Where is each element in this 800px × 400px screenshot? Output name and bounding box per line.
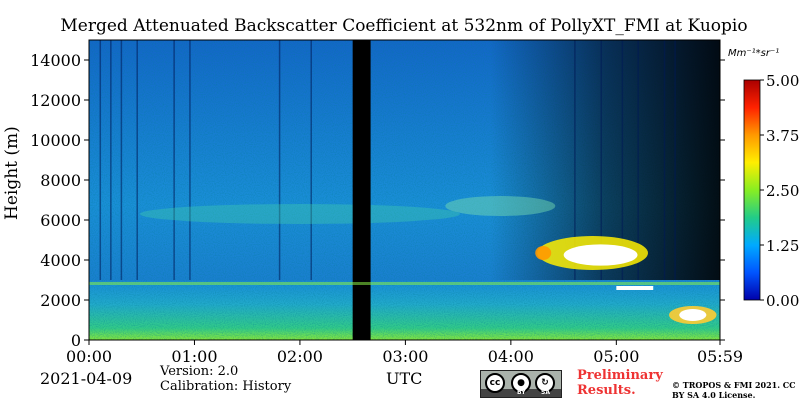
y-tick-label: 8000 (40, 171, 81, 190)
x-tick-label: 00:00 (66, 347, 112, 366)
heatmap-features (89, 40, 720, 340)
plot-frame (88, 39, 721, 341)
by-person-icon: ● (511, 373, 531, 393)
vertical-streak (136, 40, 138, 280)
near-surface-cloud-core (679, 309, 707, 321)
low-cloud (616, 286, 654, 290)
y-tick-label: 4000 (40, 251, 81, 270)
colorbar-tick-label: 5.00 (766, 72, 799, 90)
x-tick-label: 03:00 (382, 347, 428, 366)
colorbar-ticks: 0.00 1.25 2.50 3.75 5.00 (760, 72, 799, 310)
x-tick-label: 04:00 (488, 347, 534, 366)
x-tick-label: 05:59 (697, 347, 743, 366)
vertical-streak (189, 40, 191, 280)
colorbar-tick-label: 3.75 (766, 127, 799, 145)
cc-icon: cc (485, 373, 505, 393)
y-tick-label: 2000 (40, 291, 81, 310)
plot-area (89, 40, 720, 340)
calibration-label: Calibration: History (160, 379, 292, 394)
x-tick-label: 02:00 (277, 347, 323, 366)
copyright-notice: © TROPOS & FMI 2021. CC BY SA 4.0 Licens… (672, 380, 796, 400)
vertical-streak (674, 40, 676, 280)
cc-sa-text: SA (541, 389, 550, 396)
colorbar-unit: Mm⁻¹*sr⁻¹ (728, 48, 780, 59)
cc-by-text: BY (517, 389, 526, 396)
colorbar (743, 79, 761, 301)
vertical-streak (173, 40, 175, 280)
y-tick-label: 0 (71, 331, 81, 350)
no-data-gap (352, 40, 371, 340)
share-alike-icon: ↻ (535, 373, 555, 393)
colorbar-tick-label: 0.00 (766, 292, 799, 310)
y-tick-label: 12000 (30, 91, 81, 110)
x-axis: 00:00 01:00 02:00 03:00 04:00 05:00 05:59 (66, 340, 743, 366)
y-tick-label: 6000 (40, 211, 81, 230)
vertical-streak (621, 40, 624, 280)
vertical-streak (663, 40, 666, 280)
cloud-edge (535, 246, 552, 260)
cc-license-badge: cc ● ↻ BY SA (480, 370, 562, 398)
vertical-streak (637, 40, 639, 280)
colorbar-tick-label: 1.25 (766, 237, 799, 255)
y-axis: 0 2000 4000 6000 8000 10000 12000 14000 (30, 51, 725, 350)
colorbar-tick-label: 2.50 (766, 182, 799, 200)
preliminary-notice: Preliminary Results. (577, 368, 663, 398)
vertical-streak (600, 40, 603, 280)
y-tick-label: 10000 (30, 131, 81, 150)
x-tick-label: 01:00 (171, 347, 217, 366)
boundary-layer-top (89, 282, 720, 285)
vertical-streak (110, 40, 112, 280)
y-axis-label: Height (m) (2, 126, 22, 220)
vertical-streak (574, 40, 576, 280)
vertical-streak (120, 40, 123, 280)
vertical-streak (99, 40, 102, 280)
vertical-streak (278, 40, 281, 280)
cloud-layer-core (563, 244, 638, 266)
vertical-streak (310, 40, 312, 280)
version-label: Version: 2.0 (160, 364, 239, 379)
chart-title: Merged Attenuated Backscatter Coefficien… (60, 16, 748, 36)
aerosol-layer (139, 204, 460, 224)
x-axis-label: UTC (386, 369, 423, 388)
date-label: 2021-04-09 (40, 369, 133, 388)
y-tick-label: 14000 (30, 51, 81, 70)
x-tick-label: 05:00 (593, 347, 639, 366)
aerosol-layer (445, 196, 556, 216)
